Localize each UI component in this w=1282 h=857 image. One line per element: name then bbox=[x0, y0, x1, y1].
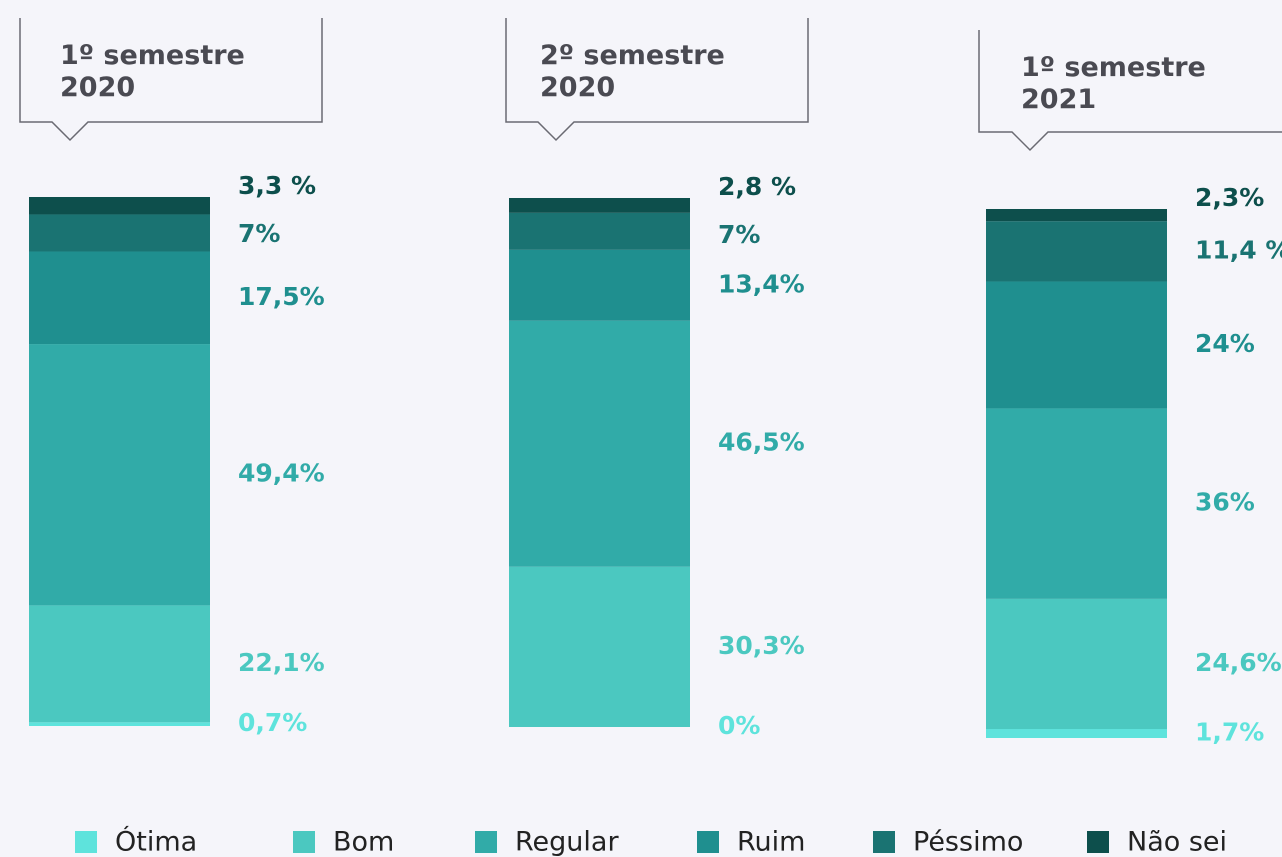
value-label: 2,3% bbox=[1195, 183, 1264, 212]
value-label: 22,1% bbox=[238, 648, 325, 677]
bar-segment bbox=[986, 221, 1167, 282]
bar-segment bbox=[29, 605, 210, 723]
legend-label: Bom bbox=[333, 827, 394, 857]
bar-segment bbox=[986, 408, 1167, 599]
bar-header: 1º semestre 2021 bbox=[1021, 52, 1206, 115]
value-label: 30,3% bbox=[718, 631, 805, 660]
value-label: 36% bbox=[1195, 488, 1255, 517]
value-label: 49,4% bbox=[238, 459, 325, 488]
bar-segment bbox=[29, 214, 210, 252]
legend-swatch bbox=[75, 831, 97, 853]
header-callout bbox=[505, 18, 809, 142]
legend-swatch bbox=[873, 831, 895, 853]
header-callout bbox=[978, 30, 1282, 152]
legend-label: Ótima bbox=[115, 826, 197, 857]
bar-segment bbox=[986, 209, 1167, 222]
bar-segment bbox=[509, 212, 690, 250]
value-label: 3,3 % bbox=[238, 171, 316, 200]
value-label: 24,6% bbox=[1195, 648, 1282, 677]
value-label: 7% bbox=[238, 219, 280, 248]
bar-header: 1º semestre 2020 bbox=[60, 40, 245, 103]
header-callout bbox=[19, 18, 323, 142]
value-label: 7% bbox=[718, 220, 760, 249]
legend-swatch bbox=[697, 831, 719, 853]
value-label: 2,8 % bbox=[718, 172, 796, 201]
value-label: 17,5% bbox=[238, 282, 325, 311]
bar-segment bbox=[29, 251, 210, 345]
bar-segment bbox=[509, 249, 690, 321]
bar-segment bbox=[29, 197, 210, 215]
bar-segment bbox=[986, 598, 1167, 730]
value-label: 0% bbox=[718, 711, 760, 740]
bar-segment bbox=[986, 729, 1167, 738]
value-label: 1,7% bbox=[1195, 718, 1264, 747]
legend-label: Não sei bbox=[1127, 827, 1227, 857]
bar-segment bbox=[509, 320, 690, 567]
legend-label: Regular bbox=[515, 827, 619, 857]
value-label: 11,4 % bbox=[1195, 235, 1282, 264]
legend-label: Péssimo bbox=[913, 827, 1023, 857]
legend-label: Ruim bbox=[737, 827, 805, 857]
legend-swatch bbox=[475, 831, 497, 853]
bar-segment bbox=[509, 198, 690, 213]
bar-segment bbox=[29, 722, 210, 726]
legend-swatch bbox=[1087, 831, 1109, 853]
value-label: 46,5% bbox=[718, 428, 805, 457]
bar-segment bbox=[986, 281, 1167, 409]
value-label: 24% bbox=[1195, 329, 1255, 358]
legend-swatch bbox=[293, 831, 315, 853]
bar-segment bbox=[29, 344, 210, 606]
value-label: 13,4% bbox=[718, 269, 805, 298]
bar-header: 2º semestre 2020 bbox=[540, 40, 725, 103]
value-label: 0,7% bbox=[238, 708, 307, 737]
bar-segment bbox=[509, 566, 690, 727]
